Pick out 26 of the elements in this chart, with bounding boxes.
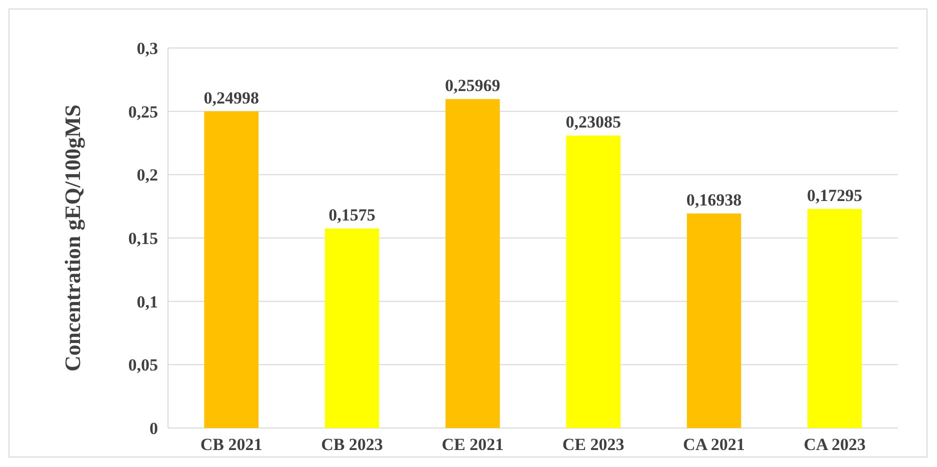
y-tick-label: 0,3 — [136, 38, 158, 58]
x-tick-label: CE 2023 — [562, 435, 624, 454]
x-tick-label: CA 2021 — [683, 435, 745, 454]
bar — [446, 99, 500, 428]
bar — [808, 208, 862, 428]
bar — [324, 228, 380, 428]
data-label: 0,17295 — [807, 186, 862, 205]
data-label: 0,25969 — [445, 76, 500, 96]
data-label: 0,24998 — [204, 88, 259, 108]
x-tick-label: CB 2023 — [321, 435, 383, 454]
x-tick-label: CE 2021 — [442, 435, 504, 454]
y-tick-label: 0,15 — [128, 228, 158, 248]
data-label: 0,16938 — [686, 190, 742, 210]
data-label: 0,23085 — [566, 112, 621, 132]
y-tick-label: 0,1 — [136, 292, 158, 312]
y-tick-label: 0 — [150, 418, 158, 438]
y-tick-label: 0,25 — [128, 102, 158, 122]
x-tick-label: CB 2021 — [200, 435, 262, 454]
data-label: 0,1575 — [328, 206, 376, 224]
y-tick-label: 0,2 — [136, 166, 158, 185]
y-axis-title: Concentration gEQ/100gMS — [60, 104, 85, 372]
bar — [204, 111, 258, 428]
bar — [566, 136, 620, 428]
x-tick-label: CA 2023 — [804, 435, 866, 454]
bar — [686, 213, 742, 428]
y-tick-label: 0,05 — [128, 356, 158, 375]
